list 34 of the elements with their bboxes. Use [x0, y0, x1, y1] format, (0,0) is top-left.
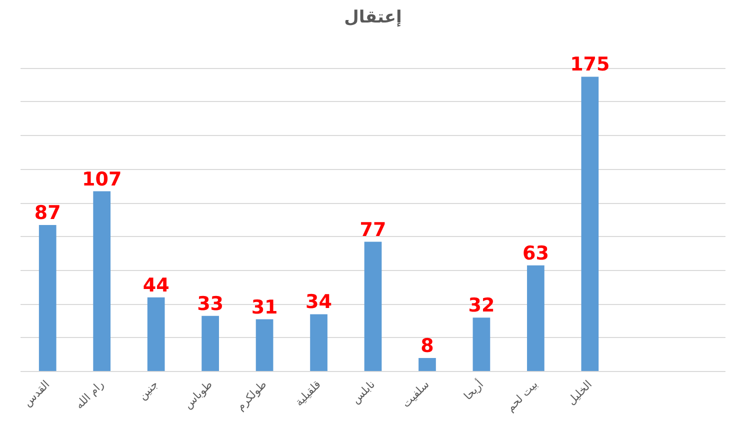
- bar: [147, 297, 165, 372]
- x-tick-label: أريحا: [460, 377, 486, 403]
- x-tick-label: نابلس: [349, 378, 378, 406]
- x-tick-label: قلقيلية: [292, 378, 324, 409]
- data-label: 34: [306, 291, 332, 314]
- bar: [202, 316, 219, 372]
- x-tick-label: الخليل: [564, 378, 595, 408]
- chart-title: إعتقال: [344, 8, 402, 28]
- data-label: 175: [570, 54, 610, 76]
- bar: [38, 224, 56, 372]
- data-label: 87: [34, 202, 61, 224]
- bar: [581, 76, 599, 372]
- data-label: 33: [197, 292, 224, 315]
- bar: [472, 318, 490, 372]
- data-label: 31: [251, 296, 278, 318]
- x-tick-label: سلفيت: [400, 378, 432, 410]
- data-label: 107: [82, 168, 122, 190]
- bar: [93, 191, 111, 372]
- x-tick-label: طوباس: [181, 378, 216, 412]
- data-label: 44: [142, 274, 170, 296]
- bar: [256, 319, 274, 372]
- bar: [364, 242, 382, 372]
- data-label: 77: [360, 218, 386, 241]
- x-tick-label: بيت لحم: [504, 378, 540, 414]
- data-label: 8: [420, 335, 434, 358]
- bar: [527, 265, 544, 372]
- bar: [418, 358, 436, 372]
- x-tick-label: جنين: [136, 378, 161, 403]
- x-tick-label: القدس: [20, 378, 52, 410]
- x-tick-label: طولكرم: [234, 378, 270, 414]
- data-label: 63: [522, 242, 549, 264]
- data-label: 32: [468, 294, 495, 317]
- bar: [310, 314, 328, 372]
- x-tick-label: رام الله: [72, 378, 106, 412]
